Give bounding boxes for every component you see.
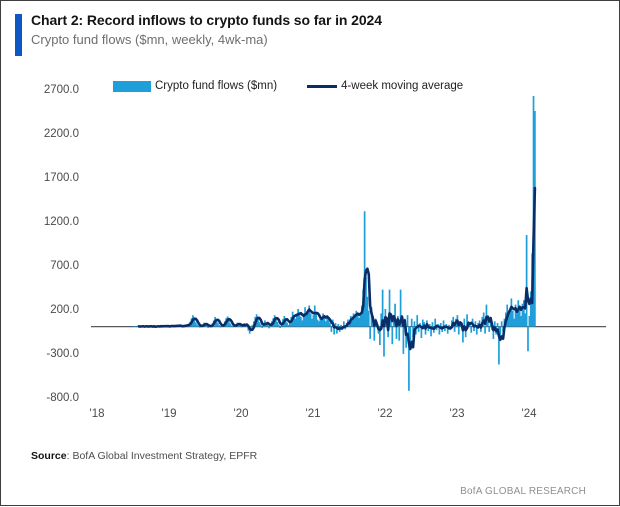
brand-footer: BofA GLOBAL RESEARCH bbox=[460, 486, 586, 497]
legend-item-bars: Crypto fund flows ($mn) bbox=[113, 80, 277, 92]
svg-text:2200.0: 2200.0 bbox=[44, 128, 79, 140]
svg-text:200.0: 200.0 bbox=[50, 304, 79, 316]
svg-text:2700.0: 2700.0 bbox=[44, 84, 79, 96]
chart-subtitle: Crypto fund flows ($mn, weekly, 4wk-ma) bbox=[31, 32, 268, 47]
legend-item-line: 4-week moving average bbox=[307, 80, 463, 92]
svg-text:1200.0: 1200.0 bbox=[44, 216, 79, 228]
line-series-swatch bbox=[307, 84, 338, 88]
svg-text:'20: '20 bbox=[234, 408, 249, 420]
svg-text:'21: '21 bbox=[306, 408, 321, 420]
svg-text:'22: '22 bbox=[378, 408, 393, 420]
title-accent-bar bbox=[15, 14, 22, 56]
svg-text:1700.0: 1700.0 bbox=[44, 172, 79, 184]
legend-line-label: 4-week moving average bbox=[341, 80, 464, 92]
svg-text:'18: '18 bbox=[90, 408, 105, 420]
source-label: Source bbox=[31, 450, 67, 462]
legend: Crypto fund flows ($mn) 4-week moving av… bbox=[113, 80, 463, 92]
svg-text:-300.0: -300.0 bbox=[46, 348, 79, 360]
source-text: : BofA Global Investment Strategy, EPFR bbox=[66, 450, 258, 462]
bar-series-swatch bbox=[113, 80, 151, 92]
source-note: Source: BofA Global Investment Strategy,… bbox=[31, 450, 257, 462]
chart-title: Chart 2: Record inflows to crypto funds … bbox=[31, 12, 382, 28]
svg-text:700.0: 700.0 bbox=[50, 260, 79, 272]
svg-text:'24: '24 bbox=[522, 408, 538, 420]
legend-bar-label: Crypto fund flows ($mn) bbox=[155, 80, 278, 92]
svg-text:-800.0: -800.0 bbox=[46, 392, 79, 404]
svg-text:'23: '23 bbox=[450, 408, 465, 420]
svg-text:'19: '19 bbox=[162, 408, 177, 420]
